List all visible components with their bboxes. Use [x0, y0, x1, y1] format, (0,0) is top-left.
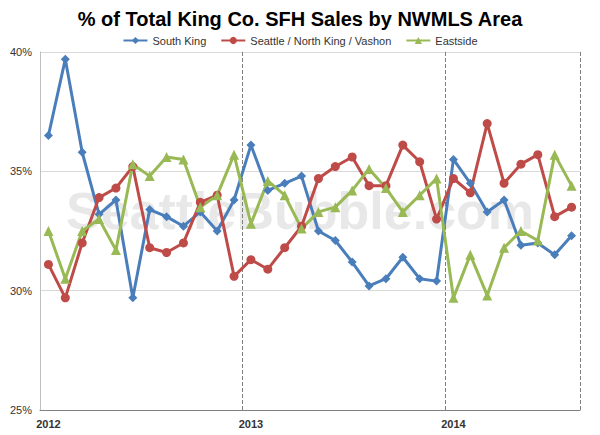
svg-text:2012: 2012: [36, 418, 60, 430]
svg-text:Seattle / North King / Vashon: Seattle / North King / Vashon: [250, 35, 391, 47]
svg-text:% of Total King Co. SFH Sales: % of Total King Co. SFH Sales by NWMLS A…: [78, 8, 523, 30]
svg-text:SeattleBubble.com: SeattleBubble.com: [66, 182, 534, 240]
svg-text:2013: 2013: [239, 418, 263, 430]
svg-text:2014: 2014: [441, 418, 466, 430]
svg-text:35%: 35%: [10, 165, 32, 177]
svg-text:25%: 25%: [10, 404, 32, 416]
svg-text:40%: 40%: [10, 46, 32, 58]
svg-text:30%: 30%: [10, 285, 32, 297]
svg-text:South King: South King: [152, 35, 206, 47]
svg-text:Eastside: Eastside: [435, 35, 477, 47]
